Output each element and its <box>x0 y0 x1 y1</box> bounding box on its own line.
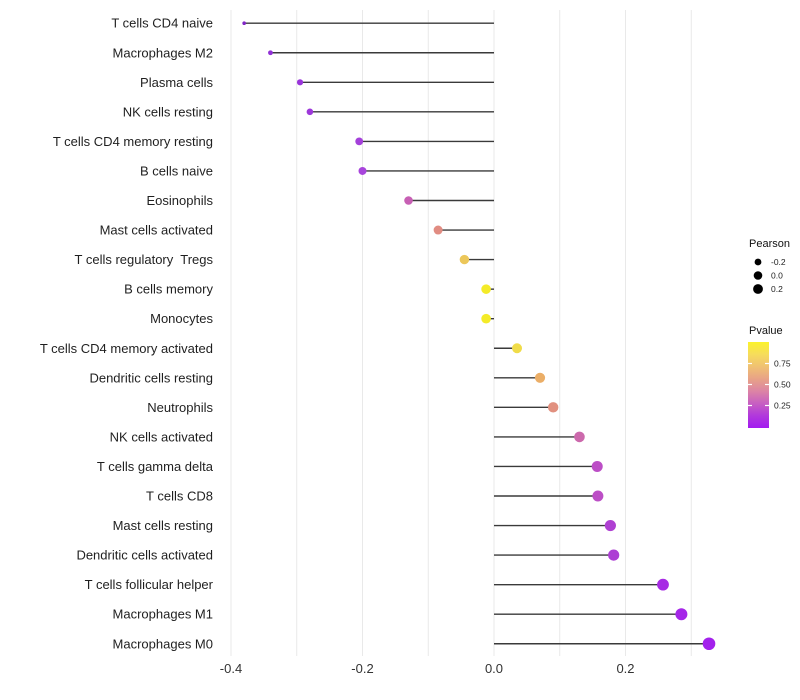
lollipop-dot <box>604 519 616 532</box>
lollipop-dot <box>481 284 491 294</box>
size-legend-dot <box>753 284 763 294</box>
category-label: NK cells activated <box>110 429 213 444</box>
category-label: Dendritic cells activated <box>76 548 213 563</box>
size-legend-dot <box>753 271 763 280</box>
lollipop-dot <box>404 196 413 205</box>
size-legend-label: 0.0 <box>771 271 783 281</box>
category-label: Mast cells activated <box>100 223 213 238</box>
gridlines-group <box>230 10 692 656</box>
category-label: B cells naive <box>140 163 213 178</box>
lollipop-dot <box>702 637 716 651</box>
lollipop-dot <box>574 431 585 443</box>
x-axis-group: -0.4 -0.2 0.0 0.2 <box>220 661 635 676</box>
x-tick-label: -0.4 <box>220 661 242 676</box>
category-label: B cells memory <box>124 282 213 297</box>
category-label: Macrophages M0 <box>113 636 213 651</box>
lollipop-dot <box>657 578 669 591</box>
category-label: Eosinophils <box>147 193 214 208</box>
category-label: Neutrophils <box>147 400 213 415</box>
category-label: T cells gamma delta <box>97 459 214 474</box>
lollipop-dot <box>547 402 559 413</box>
x-tick-label: 0.0 <box>485 661 503 676</box>
category-label: Plasma cells <box>140 75 213 90</box>
pvalue-colorbar <box>748 342 769 428</box>
category-label: T cells CD4 naive <box>111 16 213 31</box>
lollipop-dot <box>481 313 491 324</box>
lollipop-dot <box>433 225 443 235</box>
color-legend-label: 0.75 <box>774 359 791 369</box>
lollipop-dot <box>675 608 688 621</box>
x-tick-label: -0.2 <box>351 661 373 676</box>
category-label: Monocytes <box>150 311 213 326</box>
category-label: Dendritic cells resting <box>89 370 213 385</box>
category-label: Macrophages M2 <box>113 45 213 60</box>
lollipop-dot <box>296 79 304 86</box>
color-legend-label: 0.50 <box>774 380 791 390</box>
size-legend-title: Pearson <box>749 238 790 250</box>
category-label: T cells regulatory Tregs <box>75 252 214 267</box>
lollipop-dot <box>242 21 246 26</box>
color-legend-label: 0.25 <box>774 401 791 411</box>
category-label: Macrophages M1 <box>113 607 213 622</box>
lollipop-dot <box>608 549 620 561</box>
lollipop-dot <box>268 50 273 56</box>
color-legend-group: Pvalue 0.75 0.50 0.25 <box>748 325 791 428</box>
size-legend-label: 0.2 <box>771 284 783 294</box>
category-label: T cells follicular helper <box>85 577 214 592</box>
category-label: NK cells resting <box>123 104 213 119</box>
lollipop-dot <box>306 108 314 116</box>
lollipop-dot <box>534 372 546 383</box>
category-label: T cells CD4 memory resting <box>53 134 213 149</box>
x-tick-label: 0.2 <box>616 661 634 676</box>
color-legend-title: Pvalue <box>749 325 783 337</box>
lollipop-dot <box>459 254 470 265</box>
lollipop-dot <box>512 343 523 354</box>
size-legend-group: Pearson -0.2 0.0 0.2 <box>749 238 790 294</box>
lollipop-dot <box>591 460 603 472</box>
lollipop-dot <box>355 137 364 146</box>
category-label: T cells CD4 memory activated <box>40 341 213 356</box>
size-legend-label: -0.2 <box>771 257 786 267</box>
category-label: T cells CD8 <box>146 489 213 504</box>
category-label: Mast cells resting <box>113 518 213 533</box>
lollipop-dot <box>592 490 604 502</box>
size-legend-dot <box>754 258 762 266</box>
points-group: T cells CD4 naive Macrophages M2 Plasma ce… <box>40 16 716 651</box>
lollipop-dot <box>358 166 367 175</box>
